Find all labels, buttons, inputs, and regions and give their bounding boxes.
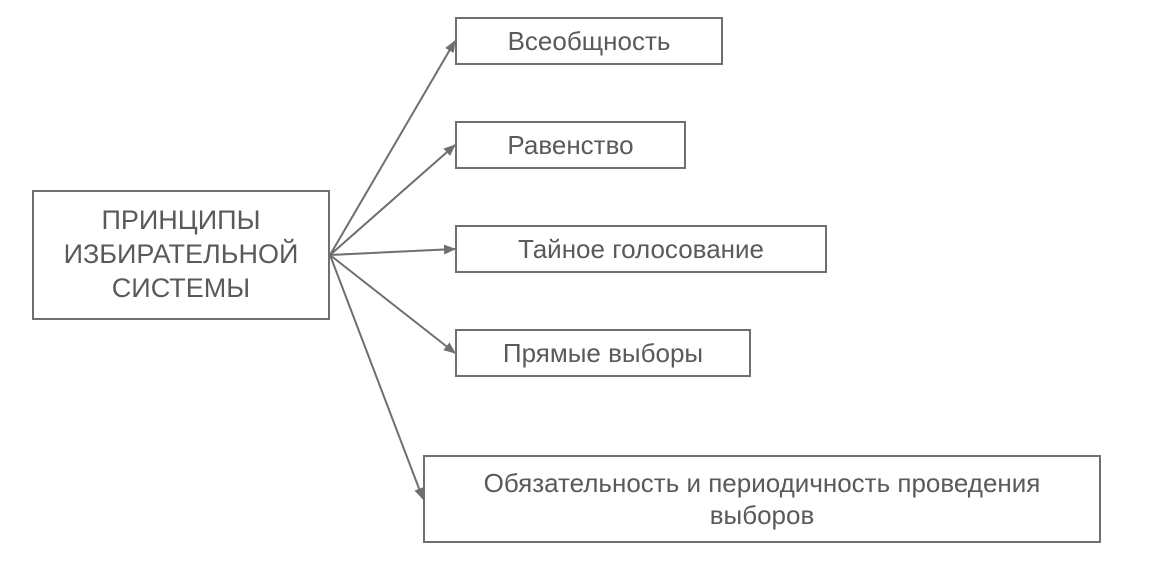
child-node-0: Всеобщность xyxy=(455,17,723,65)
child-node-1-label: Равенство xyxy=(507,129,633,162)
child-node-1: Равенство xyxy=(455,121,686,169)
child-node-4: Обязательность и периодичность проведени… xyxy=(423,455,1101,543)
root-node: ПРИНЦИПЫ ИЗБИРАТЕЛЬНОЙ СИСТЕМЫ xyxy=(32,190,330,320)
child-node-2-label: Тайное голосование xyxy=(518,233,764,266)
child-node-3-label: Прямые выборы xyxy=(503,337,703,370)
child-node-4-label: Обязательность и периодичность проведени… xyxy=(441,467,1083,532)
root-node-label: ПРИНЦИПЫ ИЗБИРАТЕЛЬНОЙ СИСТЕМЫ xyxy=(50,204,312,305)
child-node-0-label: Всеобщность xyxy=(508,25,671,58)
child-node-2: Тайное голосование xyxy=(455,225,827,273)
child-node-3: Прямые выборы xyxy=(455,329,751,377)
